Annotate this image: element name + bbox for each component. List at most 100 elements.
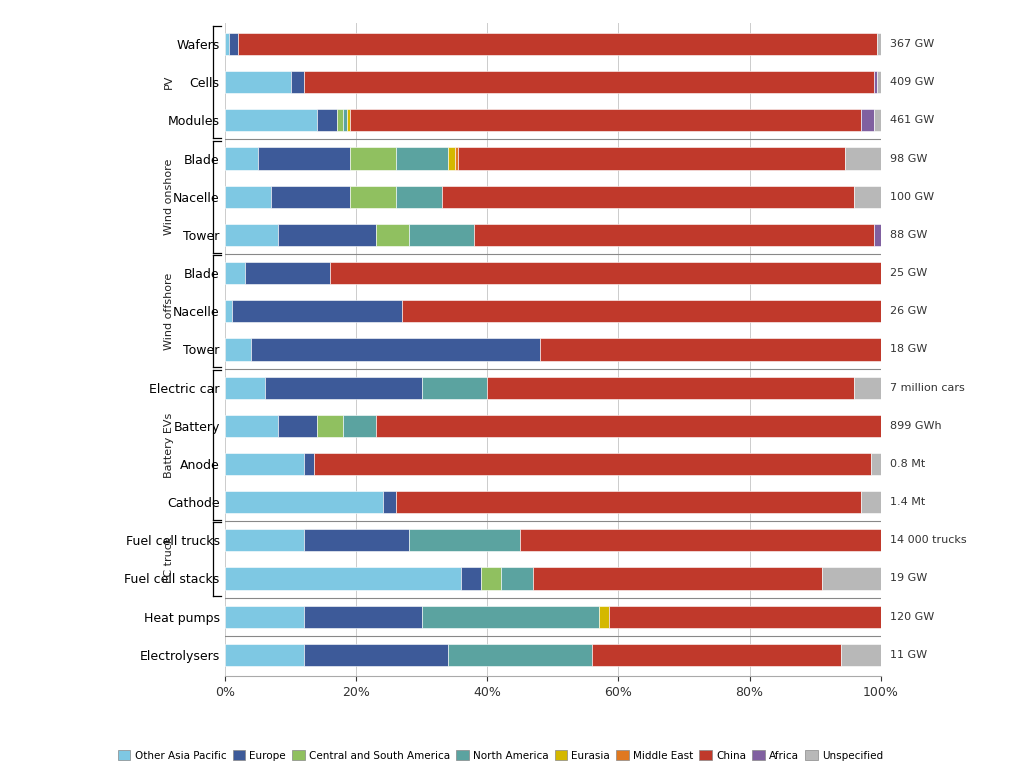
Bar [395, 186, 441, 208]
Text: Battery EVs: Battery EVs [164, 412, 174, 478]
Bar [821, 568, 881, 590]
Bar [271, 186, 350, 208]
Bar [225, 147, 258, 170]
Text: 7 million cars: 7 million cars [891, 382, 966, 392]
Bar [874, 109, 881, 131]
Text: 19 GW: 19 GW [891, 574, 928, 584]
Bar [878, 33, 881, 55]
Bar [330, 262, 881, 284]
Bar [225, 109, 317, 131]
Bar [313, 453, 870, 475]
Bar [487, 376, 854, 399]
Bar [608, 606, 881, 627]
Bar [278, 223, 376, 246]
Bar [225, 644, 304, 666]
Bar [854, 376, 881, 399]
Bar [225, 453, 304, 475]
Bar [861, 491, 881, 513]
Bar [861, 109, 874, 131]
Bar [474, 223, 874, 246]
Bar [304, 453, 313, 475]
Bar [874, 223, 881, 246]
Bar [343, 109, 346, 131]
Text: 899 GWh: 899 GWh [891, 421, 942, 431]
Text: Wind offshore: Wind offshore [164, 273, 174, 350]
Bar [231, 300, 402, 323]
Bar [409, 529, 520, 551]
Bar [441, 186, 854, 208]
Bar [878, 71, 881, 93]
Bar [343, 415, 376, 437]
Text: PV: PV [164, 75, 174, 89]
Bar [455, 147, 458, 170]
Bar [225, 606, 304, 627]
Bar [304, 71, 874, 93]
Bar [422, 606, 599, 627]
Text: 18 GW: 18 GW [891, 344, 928, 355]
Bar [449, 644, 592, 666]
Bar [239, 33, 878, 55]
Text: 11 GW: 11 GW [891, 650, 928, 660]
Bar [461, 568, 481, 590]
Text: Wind onshore: Wind onshore [164, 158, 174, 235]
Bar [350, 109, 861, 131]
Bar [395, 147, 449, 170]
Bar [874, 71, 878, 93]
Bar [252, 339, 540, 360]
Bar [402, 300, 881, 323]
Bar [540, 339, 881, 360]
Bar [245, 262, 330, 284]
Bar [481, 568, 501, 590]
Text: 1.4 Mt: 1.4 Mt [891, 497, 926, 507]
Bar [278, 415, 317, 437]
Bar [350, 186, 395, 208]
Text: 26 GW: 26 GW [891, 306, 928, 316]
Bar [501, 568, 534, 590]
Bar [422, 376, 487, 399]
Bar [225, 415, 278, 437]
Text: 14 000 trucks: 14 000 trucks [891, 535, 967, 545]
Bar [225, 568, 461, 590]
Bar [346, 109, 350, 131]
Text: 367 GW: 367 GW [891, 39, 935, 49]
Bar [520, 529, 881, 551]
Text: 25 GW: 25 GW [891, 268, 928, 278]
Bar [258, 147, 350, 170]
Text: 0.8 Mt: 0.8 Mt [891, 459, 926, 469]
Bar [225, 529, 304, 551]
Bar [225, 376, 264, 399]
Bar [870, 453, 881, 475]
Bar [225, 262, 245, 284]
Bar [228, 33, 239, 55]
Text: 120 GW: 120 GW [891, 611, 935, 621]
Bar [376, 223, 409, 246]
Bar [449, 147, 455, 170]
Bar [225, 71, 291, 93]
Bar [376, 415, 881, 437]
Bar [592, 644, 842, 666]
Bar [854, 186, 881, 208]
Bar [304, 529, 409, 551]
Text: 461 GW: 461 GW [891, 115, 935, 125]
Bar [225, 33, 228, 55]
Bar [225, 186, 271, 208]
Bar [317, 415, 343, 437]
Bar [304, 644, 449, 666]
Text: 98 GW: 98 GW [891, 154, 928, 164]
Legend: Other Asia Pacific, Europe, Central and South America, North America, Eurasia, M: Other Asia Pacific, Europe, Central and … [114, 746, 887, 765]
Bar [845, 147, 881, 170]
Bar [225, 339, 252, 360]
Bar [225, 491, 383, 513]
Bar [350, 147, 395, 170]
Text: FC truck: FC truck [164, 536, 174, 583]
Bar [383, 491, 395, 513]
Bar [534, 568, 821, 590]
Bar [225, 223, 278, 246]
Bar [304, 606, 422, 627]
Bar [842, 644, 881, 666]
Bar [264, 376, 422, 399]
Bar [291, 71, 304, 93]
Text: 100 GW: 100 GW [891, 192, 935, 202]
Bar [409, 223, 474, 246]
Text: 409 GW: 409 GW [891, 78, 935, 88]
